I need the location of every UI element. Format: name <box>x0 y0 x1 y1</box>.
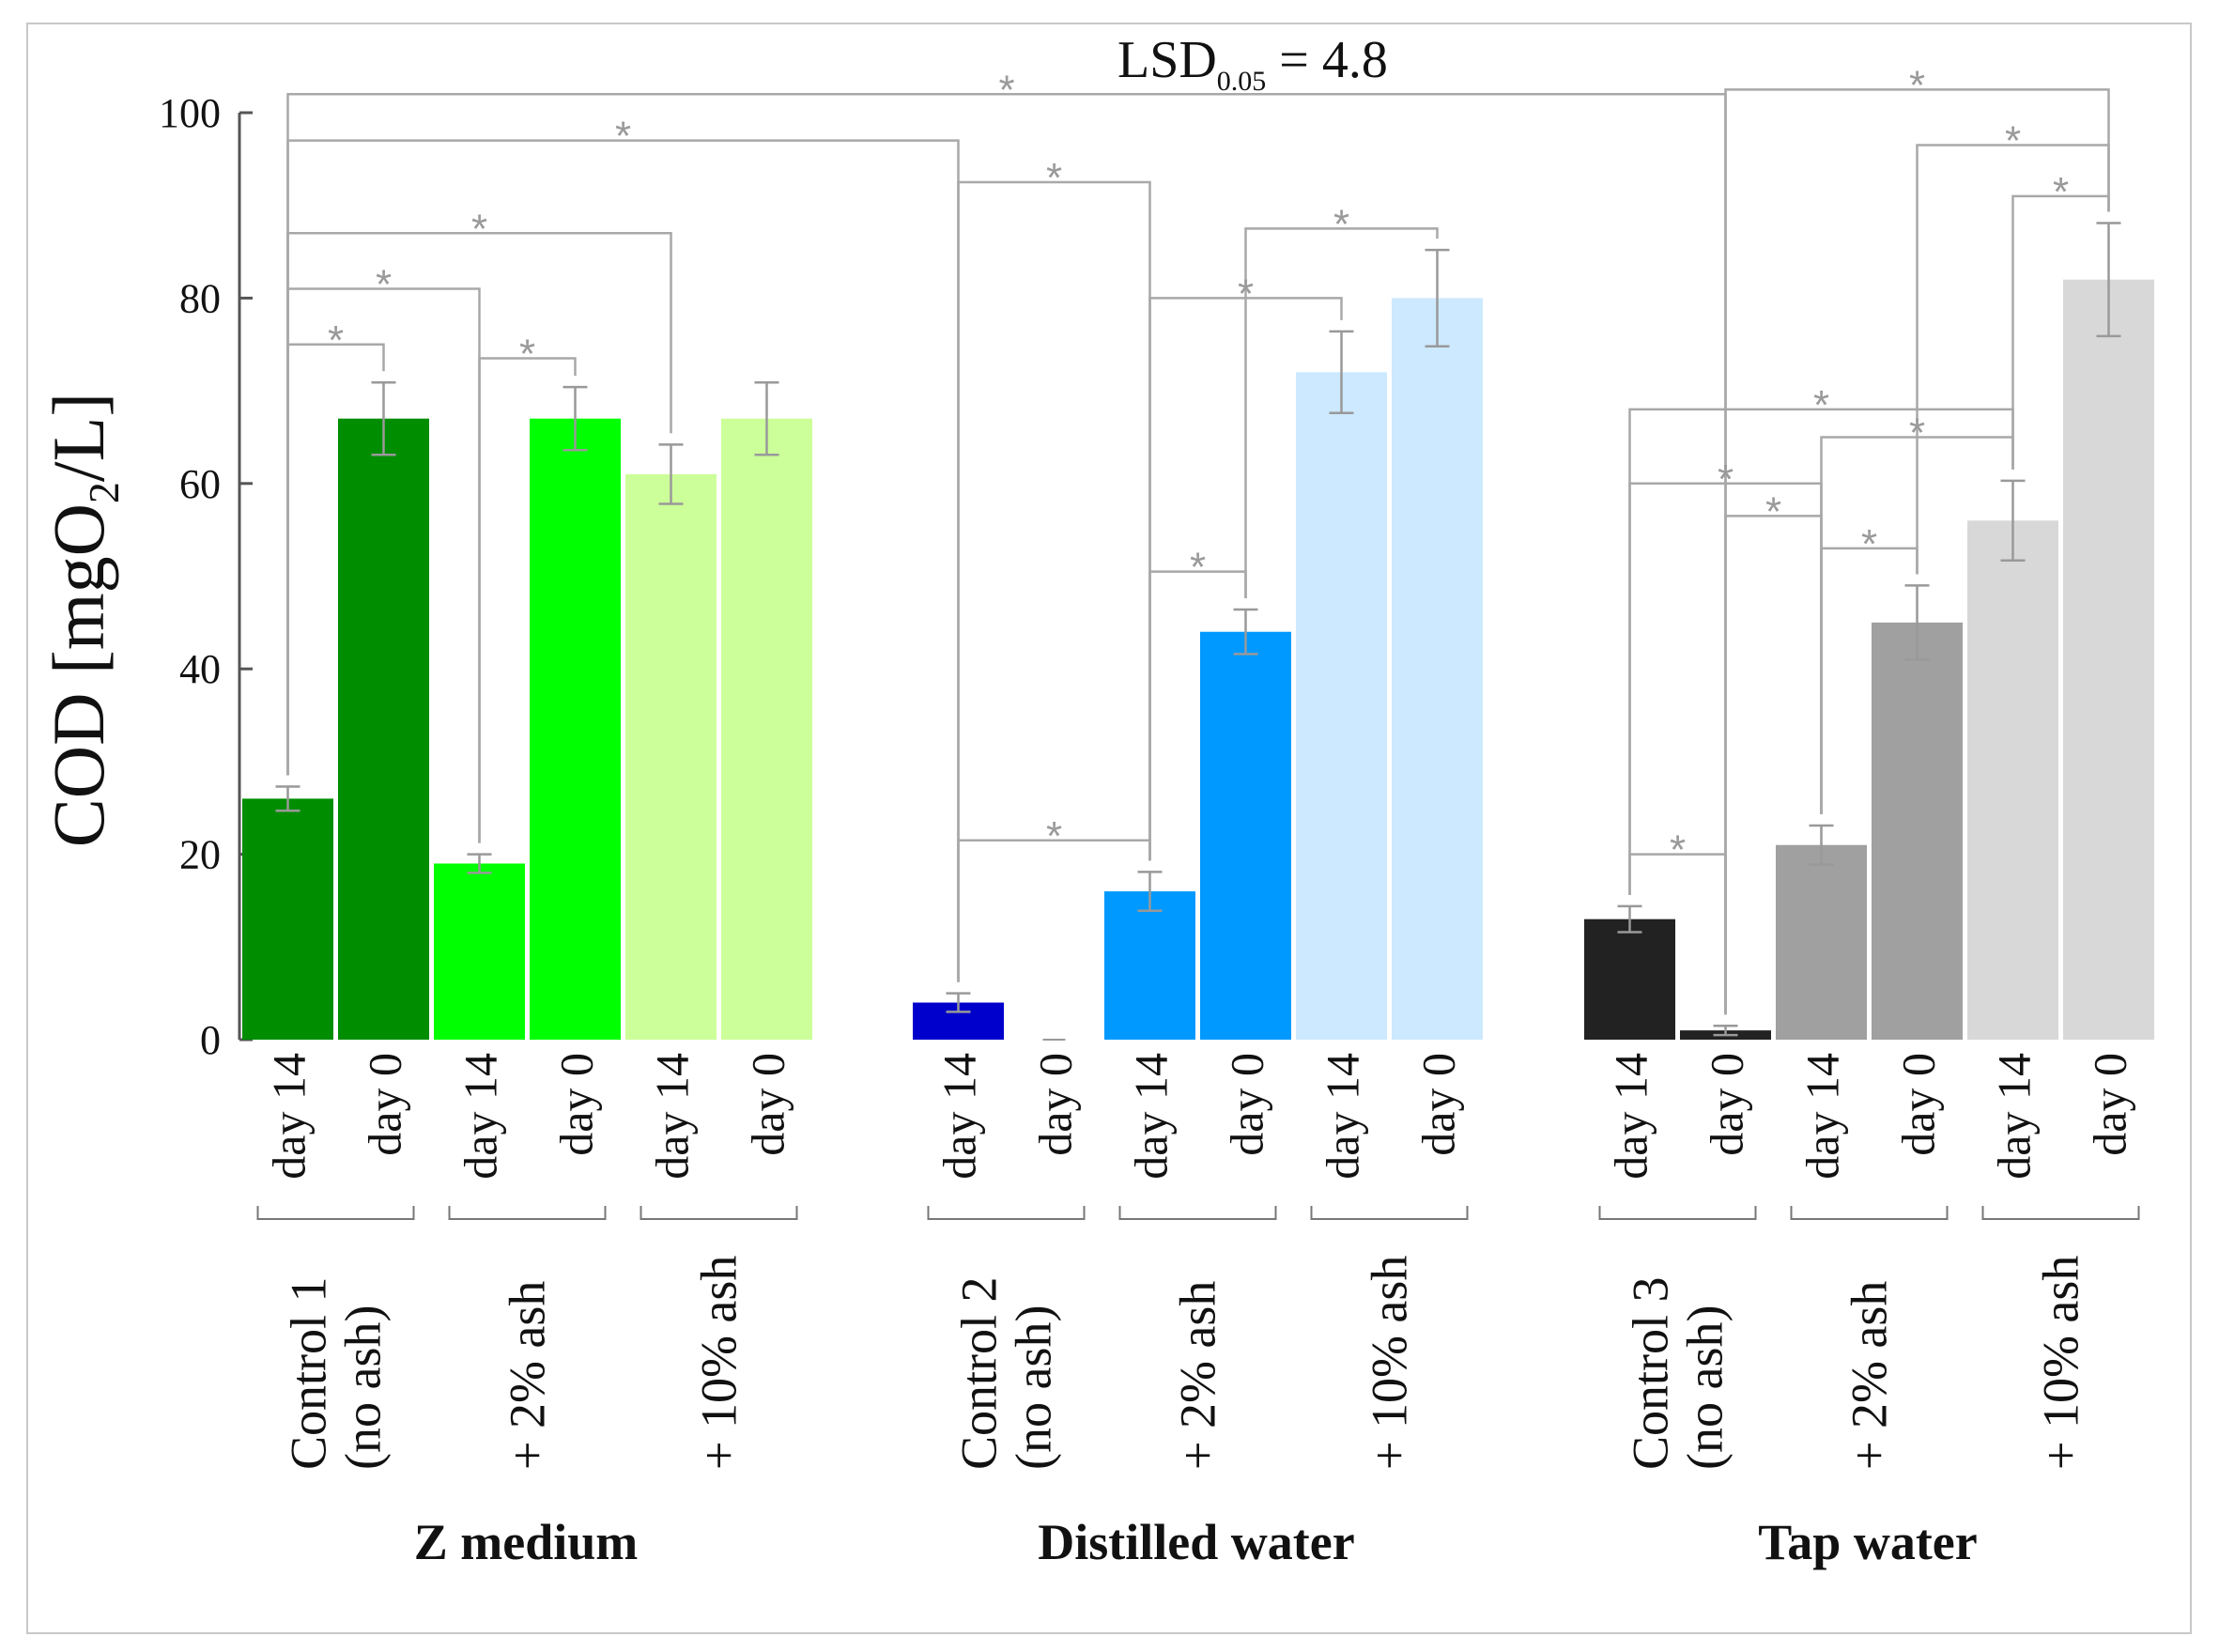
significance-bracket <box>957 180 1151 982</box>
lsd-annotation: LSD0.05 = 4.8 <box>1117 31 1388 97</box>
treatment-label: (no ash) <box>335 1305 392 1470</box>
significance-star: * <box>1670 827 1686 873</box>
bar[interactable] <box>1200 631 1291 1040</box>
treatment-label: + 10% ash <box>2033 1256 2089 1470</box>
day-label: day 14 <box>263 1053 316 1180</box>
day-label: day 0 <box>1029 1053 1082 1156</box>
bar[interactable] <box>530 418 621 1041</box>
significance-bracket <box>478 357 577 843</box>
y-tick-label: 0 <box>200 1017 221 1063</box>
significance-star: * <box>615 114 631 160</box>
treatment-bracket <box>1790 1206 1949 1220</box>
bar[interactable] <box>1392 298 1483 1040</box>
day-label: day 14 <box>1125 1053 1178 1180</box>
treatment-bracket <box>256 1206 415 1220</box>
y-tick-label: 100 <box>159 90 221 136</box>
significance-bracket <box>1916 144 2110 575</box>
day-label: day 14 <box>646 1053 699 1180</box>
bar[interactable] <box>1967 520 2058 1040</box>
significance-bracket <box>1628 853 1727 1015</box>
treatment-label: (no ash) <box>1006 1305 1062 1470</box>
day-label: day 0 <box>1892 1053 1945 1156</box>
significance-bracket <box>1244 227 1439 599</box>
y-tick-label: 40 <box>179 646 221 692</box>
y-tick-label: 60 <box>179 461 221 507</box>
treatment-label: Control 1 <box>281 1276 337 1470</box>
significance-bracket <box>1820 547 1919 815</box>
bar[interactable] <box>721 418 812 1041</box>
significance-star: * <box>1238 270 1254 317</box>
bar[interactable] <box>1584 919 1675 1040</box>
significance-star: * <box>471 206 487 252</box>
day-label: day 14 <box>933 1053 986 1180</box>
treatment-bracket <box>1118 1206 1277 1220</box>
treatment-label: + 2% ash <box>1170 1281 1226 1470</box>
bar[interactable] <box>434 863 525 1040</box>
significance-star: * <box>376 262 392 308</box>
day-label: day 0 <box>1412 1053 1465 1156</box>
bar[interactable] <box>2063 279 2154 1040</box>
y-tick-label: 80 <box>179 275 221 321</box>
significance-star: * <box>1909 409 1925 455</box>
treatment-label: + 10% ash <box>691 1256 747 1470</box>
day-label: day 0 <box>742 1053 794 1156</box>
day-label: day 14 <box>455 1053 507 1180</box>
treatment-bracket <box>640 1206 798 1220</box>
bar[interactable] <box>1776 844 1867 1040</box>
significance-star: * <box>519 332 535 378</box>
significance-star: * <box>1909 62 1925 108</box>
treatment-label: + 10% ash <box>1362 1256 1418 1470</box>
significance-star: * <box>2053 169 2069 215</box>
bar[interactable] <box>338 418 429 1041</box>
day-label: day 0 <box>2084 1053 2136 1156</box>
treatment-bracket <box>1598 1206 1757 1220</box>
y-tick-label: 20 <box>179 832 221 878</box>
significance-star: * <box>1046 155 1062 201</box>
bar[interactable] <box>625 473 717 1040</box>
significance-star: * <box>2005 118 2021 164</box>
significance-star: * <box>1333 201 1349 247</box>
significance-bracket <box>286 343 385 776</box>
significance-star: * <box>328 317 344 363</box>
group-label: Distilled water <box>1038 1514 1354 1570</box>
significance-star: * <box>1046 813 1062 859</box>
day-label: day 0 <box>1221 1053 1273 1156</box>
group-label: Tap water <box>1758 1514 1978 1570</box>
chart-frame <box>26 23 2192 1634</box>
bar[interactable] <box>242 798 333 1040</box>
significance-bracket <box>1148 570 1247 861</box>
day-label: day 0 <box>1701 1053 1753 1156</box>
y-axis-title: COD [mgO2/L] <box>38 393 128 847</box>
treatment-label: Control 2 <box>951 1276 1008 1470</box>
bar[interactable] <box>1872 622 1963 1040</box>
bar[interactable] <box>1104 891 1195 1040</box>
day-label: day 14 <box>1796 1053 1849 1180</box>
day-label: day 0 <box>359 1053 411 1156</box>
significance-star: * <box>1190 545 1206 591</box>
day-label: day 0 <box>550 1053 603 1156</box>
day-label: day 14 <box>1988 1053 2041 1180</box>
significance-bracket <box>2011 194 2110 470</box>
significance-star: * <box>1813 382 1829 428</box>
significance-star: * <box>1861 521 1877 567</box>
treatment-label: + 2% ash <box>1841 1281 1898 1470</box>
treatment-bracket <box>1981 1206 2140 1220</box>
treatment-bracket <box>1310 1206 1469 1220</box>
treatment-label: + 2% ash <box>500 1281 556 1470</box>
group-label: Z medium <box>414 1514 639 1570</box>
bar[interactable] <box>1296 372 1387 1040</box>
treatment-label: Control 3 <box>1623 1276 1679 1470</box>
significance-star: * <box>1718 456 1734 502</box>
significance-star: * <box>1765 488 1781 534</box>
day-label: day 14 <box>1605 1053 1657 1180</box>
significance-star: * <box>998 67 1014 113</box>
treatment-bracket <box>448 1206 607 1220</box>
treatment-label: (no ash) <box>1677 1305 1734 1470</box>
day-label: day 14 <box>1317 1053 1369 1180</box>
treatment-bracket <box>927 1206 1086 1220</box>
